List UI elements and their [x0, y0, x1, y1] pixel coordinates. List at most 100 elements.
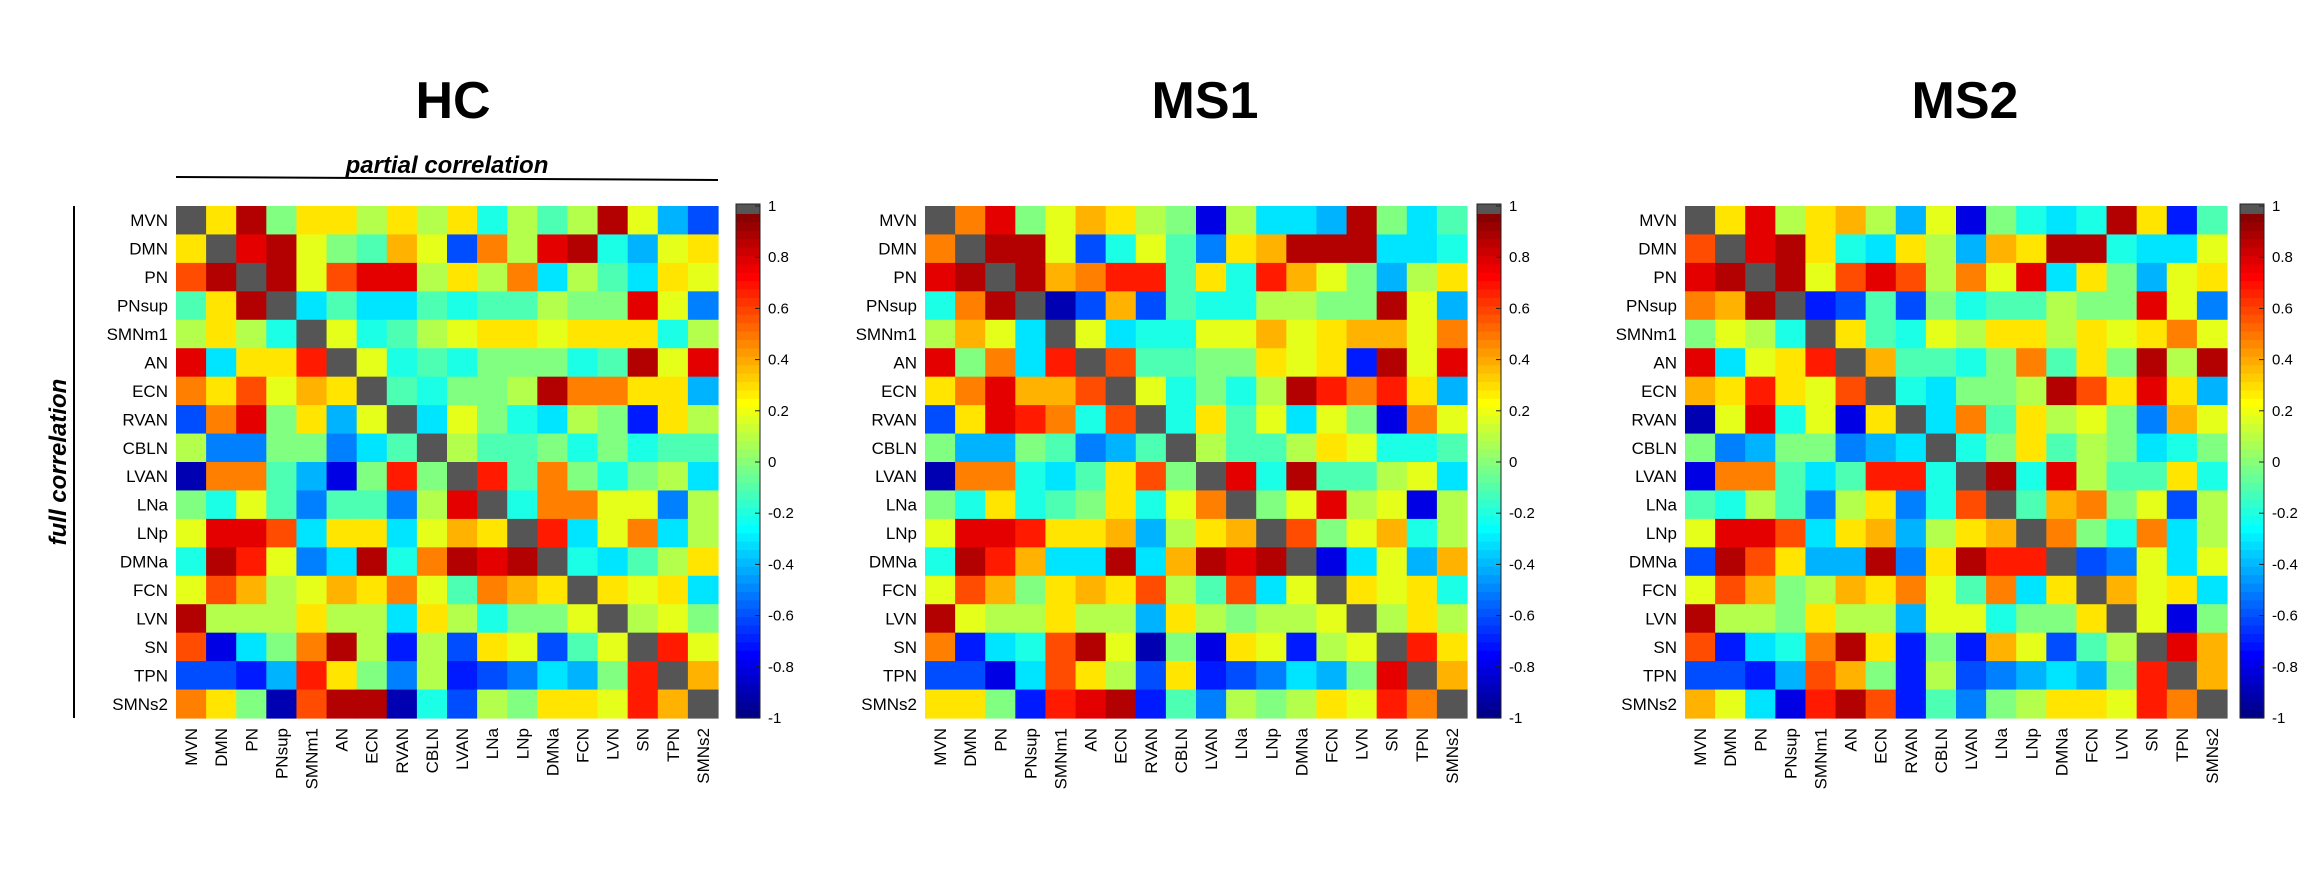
heatmap-cell	[416, 689, 448, 719]
heatmap-cell	[1376, 319, 1408, 349]
row-label: LNp	[1646, 524, 1677, 543]
column-label: CBLN	[1172, 728, 1191, 773]
heatmap-cell	[567, 433, 599, 463]
heatmap-cell	[1045, 661, 1077, 691]
column-label: LNa	[1992, 727, 2011, 759]
heatmap-cell	[1956, 234, 1987, 264]
colorbar-segment	[1477, 281, 1501, 291]
heatmap-cell	[477, 689, 508, 719]
heatmap-cell	[1286, 405, 1318, 435]
heatmap-cell	[447, 348, 478, 378]
heatmap-cell	[266, 689, 298, 719]
heatmap-cell	[1685, 575, 1716, 605]
heatmap-cell	[687, 575, 719, 605]
heatmap-cell	[627, 433, 659, 463]
colorbar-segment	[1477, 298, 1501, 307]
heatmap-cell	[1865, 291, 1897, 321]
heatmap-cell	[1045, 376, 1077, 406]
heatmap-cell	[567, 689, 599, 719]
heatmap-cell	[1045, 689, 1077, 719]
heatmap-cell	[1775, 661, 1807, 691]
heatmap-cell	[1715, 376, 1746, 406]
heatmap-cell	[2196, 405, 2228, 435]
column-label: LNp	[1262, 728, 1281, 759]
heatmap-cell	[326, 348, 358, 378]
colorbar-segment	[736, 230, 760, 240]
heatmap-cell	[1376, 661, 1408, 691]
heatmap-cell	[326, 262, 358, 292]
heatmap-cell	[1105, 291, 1137, 321]
heatmap-cell	[1406, 433, 1438, 463]
heatmap-cell	[447, 547, 478, 577]
heatmap-cell	[1105, 433, 1137, 463]
heatmap-cell	[627, 661, 659, 691]
heatmap-cell	[1286, 632, 1318, 662]
heatmap-cell	[2076, 206, 2108, 236]
heatmap-cell	[206, 348, 237, 378]
row-label: SN	[144, 638, 168, 657]
heatmap-cell	[266, 262, 298, 292]
row-label: MVN	[130, 211, 168, 230]
heatmap-cell	[955, 348, 986, 378]
colorbar-segment	[736, 323, 760, 333]
colorbar-segment	[2240, 382, 2264, 391]
heatmap-cell	[1775, 319, 1807, 349]
heatmap-cell	[2166, 518, 2198, 548]
colorbar-segment	[2240, 457, 2264, 467]
heatmap-cell	[1925, 376, 1957, 406]
heatmap-cell	[1015, 291, 1047, 321]
heatmap-cell	[236, 234, 267, 264]
heatmap-cell	[985, 234, 1016, 264]
heatmap-cell	[1956, 661, 1987, 691]
heatmap-cell	[2136, 376, 2168, 406]
heatmap-cell	[1286, 575, 1318, 605]
colorbar-segment	[736, 634, 760, 643]
heatmap-cell	[657, 547, 689, 577]
heatmap-cell	[657, 262, 689, 292]
heatmap-cell	[2106, 206, 2138, 236]
colorbar-tick-label: -0.6	[768, 608, 794, 625]
heatmap-cell	[206, 490, 237, 520]
row-label: DMN	[129, 240, 168, 259]
colorbar-segment	[736, 583, 760, 593]
heatmap-cell	[1105, 206, 1137, 236]
heatmap-cell	[537, 206, 569, 236]
heatmap-cell	[1986, 433, 2017, 463]
heatmap-cell	[326, 234, 358, 264]
heatmap-cell	[1316, 262, 1348, 292]
colorbar-segment	[2240, 684, 2264, 694]
heatmap-cell	[1346, 376, 1378, 406]
heatmap-cell	[627, 291, 659, 321]
heatmap-cell	[1895, 462, 1927, 492]
colorbar-segment	[2240, 373, 2264, 383]
colorbar-segment	[736, 709, 760, 719]
heatmap-cell	[1715, 405, 1746, 435]
heatmap-cell	[1196, 234, 1227, 264]
heatmap-cell	[1715, 291, 1746, 321]
heatmap-cell	[1685, 518, 1716, 548]
heatmap-cell	[326, 206, 358, 236]
heatmap-cell	[1286, 462, 1318, 492]
colorbar-segment	[1477, 642, 1501, 652]
column-label: TPN	[2173, 728, 2192, 762]
heatmap-cell	[416, 547, 448, 577]
heatmap-cell	[266, 319, 298, 349]
heatmap-cell	[477, 462, 508, 492]
column-label: ECN	[363, 728, 382, 764]
heatmap-cell	[176, 291, 207, 321]
heatmap-cell	[567, 462, 599, 492]
colorbar-segment	[2240, 356, 2264, 366]
heatmap-cell	[567, 547, 599, 577]
heatmap-cell	[1805, 462, 1837, 492]
heatmap-cell	[1045, 575, 1077, 605]
heatmap-cell	[1346, 604, 1378, 634]
heatmap-cell	[1286, 661, 1318, 691]
colorbar-segment	[1477, 340, 1501, 349]
heatmap-cell	[416, 348, 448, 378]
heatmap-cell	[176, 348, 207, 378]
heatmap-cell	[1316, 433, 1348, 463]
heatmap-cell	[176, 547, 207, 577]
heatmap-cell	[1165, 661, 1197, 691]
heatmap-cell	[687, 547, 719, 577]
heatmap-cell	[326, 575, 358, 605]
